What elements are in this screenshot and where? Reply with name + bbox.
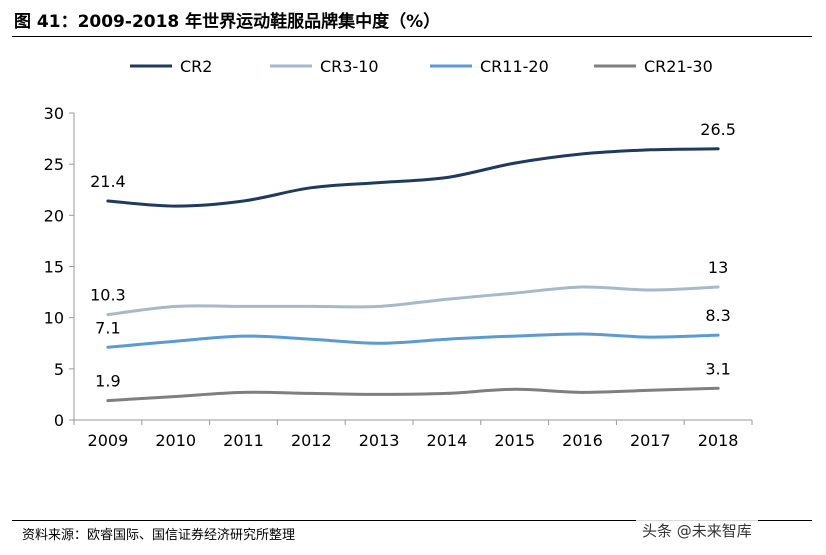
line-chart: 0 5 10 15 20 25 30 2009 2010 2011 2012 2013 2014 2015… [44, 57, 753, 450]
data-label-cr21-30: 1.9 [95, 372, 120, 391]
legend-label-cr2: CR2 [180, 57, 212, 76]
x-tick-label: 2014 [427, 431, 468, 450]
x-tick-label: 2016 [562, 431, 603, 450]
data-label-cr11-20: 8.3 [705, 306, 730, 325]
data-label-cr3-10: 13 [708, 258, 728, 277]
x-tick-label: 2009 [88, 431, 129, 450]
source-note: 资料来源：欧睿国际、国信证券经济研究所整理 [22, 528, 296, 543]
data-label-cr2: 26.5 [700, 120, 736, 139]
y-tick-label: 30 [44, 104, 64, 123]
x-tick-label: 2017 [630, 431, 671, 450]
data-label-cr3-10: 10.3 [90, 286, 126, 305]
data-label-cr11-20: 7.1 [95, 318, 120, 337]
x-tick-label: 2012 [291, 431, 332, 450]
series-line-cr11-20 [106, 332, 720, 349]
x-tick-label: 2010 [155, 431, 196, 450]
legend-label-cr11-20: CR11-20 [480, 57, 549, 76]
legend-label-cr3-10: CR3-10 [320, 57, 379, 76]
y-tick-label: 15 [44, 258, 64, 277]
source-divider [12, 520, 812, 521]
data-label-cr21-30: 3.1 [705, 359, 730, 378]
chart-title: 图 41：2009-2018 年世界运动鞋服品牌集中度（%） [14, 12, 441, 32]
y-tick-label: 10 [44, 309, 64, 328]
watermark: 头条 @未来智库 [636, 518, 758, 543]
x-tick-label: 2015 [494, 431, 535, 450]
series-line-cr21-30 [106, 386, 720, 403]
y-tick-label: 0 [54, 411, 64, 430]
series-line-cr2 [106, 147, 720, 208]
title-bar: 图 41：2009-2018 年世界运动鞋服品牌集中度（%） [12, 4, 812, 37]
y-tick-label: 20 [44, 206, 64, 225]
y-tick-label: 5 [54, 360, 64, 379]
data-label-cr2: 21.4 [90, 172, 126, 191]
x-tick-label: 2018 [698, 431, 739, 450]
x-tick-label: 2013 [359, 431, 400, 450]
x-tick-label: 2011 [223, 431, 264, 450]
y-tick-label: 25 [44, 155, 64, 174]
legend-label-cr21-30: CR21-30 [644, 57, 713, 76]
series-line-cr3-10 [106, 285, 720, 317]
